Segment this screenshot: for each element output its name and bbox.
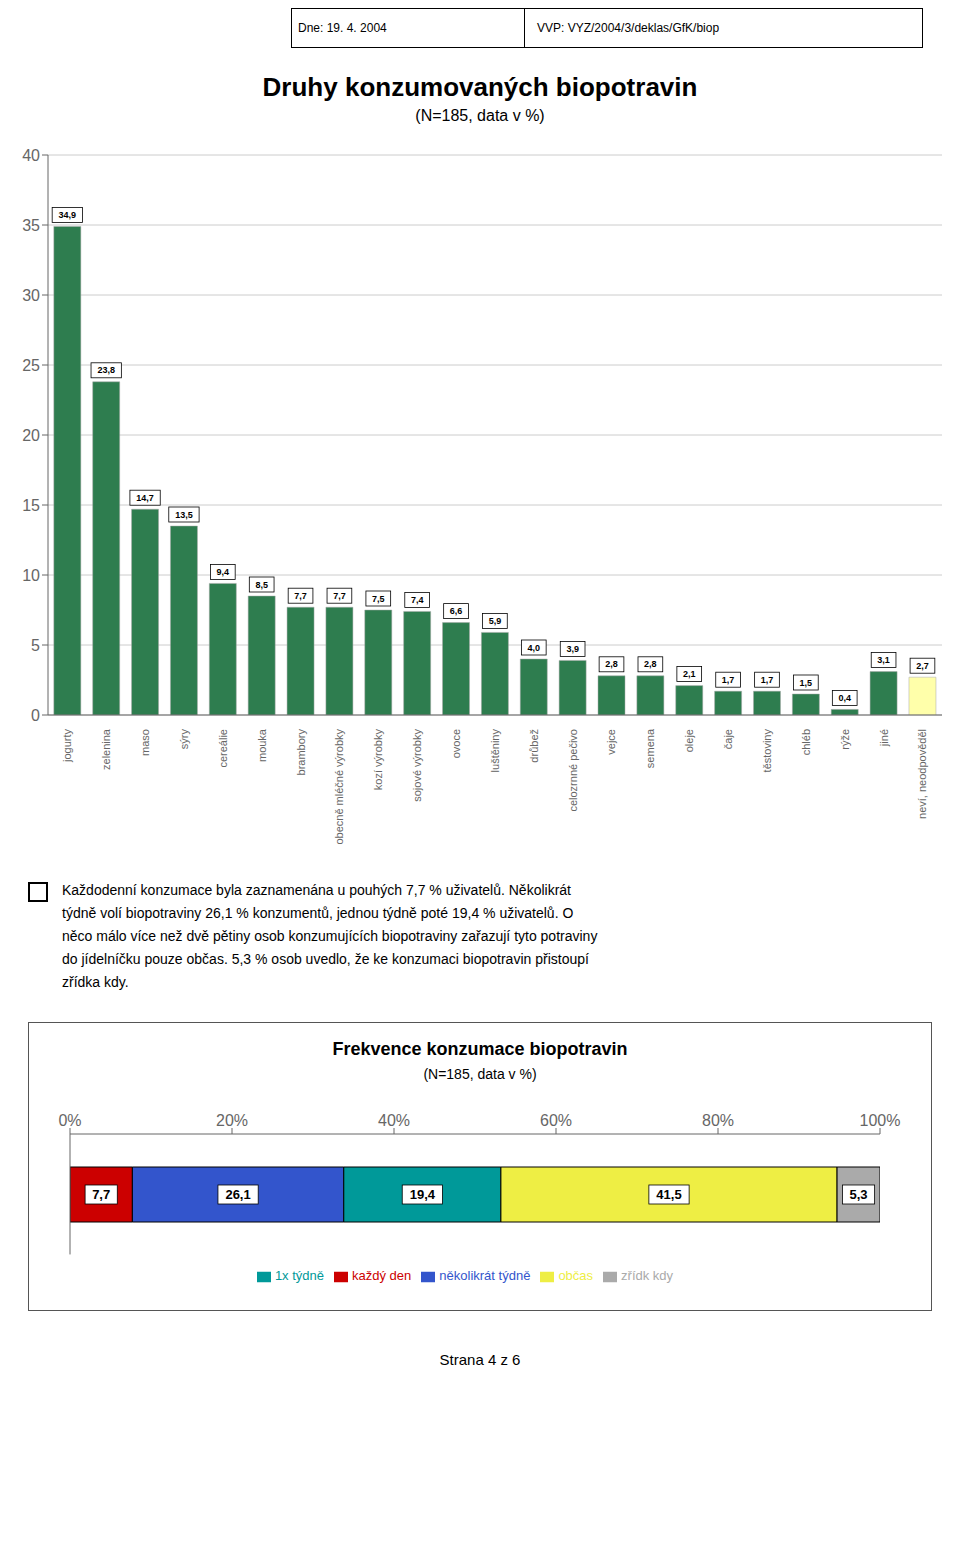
svg-text:19,4: 19,4 [410,1187,436,1202]
svg-text:25: 25 [22,357,40,374]
html-text:(N=185, data v %): (N=185, data v %) [423,1066,537,1082]
html-text:Dne: 19. 4. 2004: Dne: 19. 4. 2004 [298,21,387,35]
svg-text:2,7: 2,7 [916,661,929,671]
svg-text:oleje: oleje [683,729,695,752]
html-text:do jídelníčku pouze občas. 5,3: do jídelníčku pouze občas. 5,3 % osob uv… [62,951,589,967]
svg-text:obecně mléčné výrobky: obecně mléčné výrobky [333,729,345,845]
svg-text:mouka: mouka [256,728,268,762]
svg-text:těstoviny: těstoviny [761,729,773,773]
html-text:Každodenní konzumace byla zazn: Každodenní konzumace byla zaznamenána u … [62,882,571,898]
svg-text:sýry: sýry [178,729,190,750]
svg-text:luštěniny: luštěniny [489,729,501,773]
svg-text:7,5: 7,5 [372,594,385,604]
svg-text:celozrnné pečivo: celozrnné pečivo [567,729,579,812]
svg-text:15: 15 [22,497,40,514]
svg-text:5,3: 5,3 [849,1187,867,1202]
html-text:občas: občas [558,1268,594,1284]
svg-text:1,5: 1,5 [800,678,813,688]
html-text:(N=185, data v %): (N=185, data v %) [415,107,545,124]
html-text:zřídka kdy.: zřídka kdy. [62,974,129,990]
svg-text:41,5: 41,5 [656,1187,681,1202]
svg-text:34,9: 34,9 [59,210,77,220]
svg-text:0%: 0% [58,1112,81,1129]
html-text:1x týdně: 1x týdně [274,1268,324,1284]
svg-text:20: 20 [22,427,40,444]
html-text:každý den: každý den [352,1268,412,1284]
html-text:zřídk kdy: zřídk kdy [621,1268,674,1284]
svg-text:neví, neodpověděl: neví, neodpověděl [916,729,928,819]
svg-text:chléb: chléb [800,729,812,755]
html-text:VVP: VYZ/2004/3/deklas/GfK/bio: VVP: VYZ/2004/3/deklas/GfK/biop [537,21,720,35]
svg-text:4,0: 4,0 [528,643,541,653]
svg-text:3,9: 3,9 [566,644,579,654]
svg-text:100%: 100% [860,1112,901,1129]
svg-text:čaje: čaje [722,729,734,749]
svg-text:10: 10 [22,567,40,584]
svg-text:0: 0 [31,707,40,724]
svg-text:7,7: 7,7 [294,591,307,601]
svg-text:zelenina: zelenina [100,728,112,770]
svg-text:60%: 60% [540,1112,572,1129]
html-text:Strana 4 z 6: Strana 4 z 6 [439,1351,521,1368]
svg-text:jogurty: jogurty [61,729,73,764]
svg-text:7,7: 7,7 [92,1187,110,1202]
html-text:několikrát týdně: několikrát týdně [439,1268,531,1284]
svg-text:maso: maso [139,729,151,756]
svg-text:2,8: 2,8 [605,659,618,669]
svg-text:23,8: 23,8 [97,365,115,375]
svg-text:ovoce: ovoce [450,729,462,758]
svg-text:5: 5 [31,637,40,654]
svg-text:6,6: 6,6 [450,606,463,616]
svg-text:semena: semena [644,728,656,768]
svg-text:brambory: brambory [295,729,307,776]
svg-text:35: 35 [22,217,40,234]
svg-text:1,7: 1,7 [761,675,774,685]
svg-text:9,4: 9,4 [217,567,230,577]
svg-text:3,1: 3,1 [877,655,890,665]
svg-text:30: 30 [22,287,40,304]
svg-text:40%: 40% [378,1112,410,1129]
svg-text:14,7: 14,7 [136,493,154,503]
svg-text:sojové výrobky: sojové výrobky [411,729,423,802]
svg-text:8,5: 8,5 [255,580,268,590]
svg-text:13,5: 13,5 [175,510,193,520]
svg-text:2,1: 2,1 [683,669,696,679]
svg-text:7,4: 7,4 [411,595,424,605]
svg-text:vejce: vejce [605,729,617,755]
svg-text:1,7: 1,7 [722,675,735,685]
svg-text:7,7: 7,7 [333,591,346,601]
svg-text:20%: 20% [216,1112,248,1129]
html-text:něco málo více než dvě pětiny: něco málo více než dvě pětiny osob konzu… [62,928,598,944]
svg-text:26,1: 26,1 [225,1187,250,1202]
svg-text:rýže: rýže [839,729,851,750]
svg-text:drůbež: drůbež [528,729,540,763]
svg-text:cereálie: cereálie [217,729,229,768]
svg-text:jiné: jiné [878,729,890,747]
svg-text:80%: 80% [702,1112,734,1129]
svg-text:2,8: 2,8 [644,659,657,669]
html-text:Frekvence konzumace biopotravi: Frekvence konzumace biopotravin [332,1039,628,1059]
html-text:Druhy konzumovaných biopotravi: Druhy konzumovaných biopotravin [262,72,698,102]
svg-text:40: 40 [22,147,40,164]
svg-text:5,9: 5,9 [489,616,502,626]
svg-text:0,4: 0,4 [838,693,851,703]
html-text:týdně volí biopotraviny 26,1 %: týdně volí biopotraviny 26,1 % konzument… [62,905,574,921]
svg-text:kozí výrobky: kozí výrobky [372,729,384,791]
